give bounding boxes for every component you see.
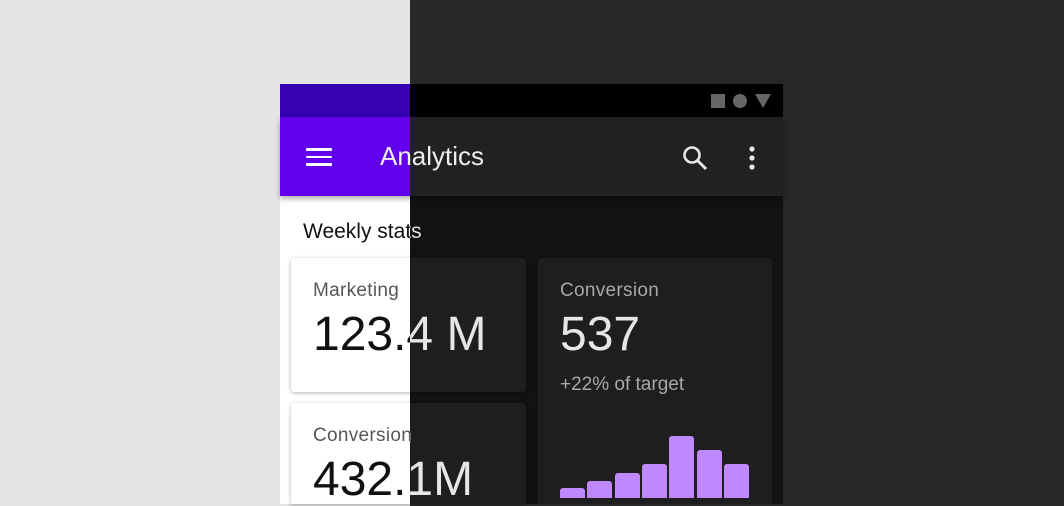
card-value: 537 [560,308,641,361]
status-bar [280,84,783,117]
bar-chart [560,428,750,498]
card-label: Conversion [313,425,504,447]
card-value: 432.1M [313,455,504,505]
content: Weekly stats Marketing 123.4 M Conversion… [280,196,783,505]
section-title: Weekly stats [303,220,422,243]
card-note: +22% of target [560,374,685,395]
square-icon [711,93,725,108]
card-marketing[interactable]: Marketing 123.4 M [291,258,526,392]
search-icon[interactable] [682,145,708,171]
card-value: 123.4 M [313,310,504,360]
chart-bar [669,436,695,498]
menu-icon[interactable] [306,148,332,166]
circle-icon [733,93,747,108]
app-title: Analytics [380,141,485,171]
card-conversion-chart[interactable]: Conversion 537 +22% of target [538,258,772,504]
card-conversion[interactable]: Conversion 432.1M [291,403,526,505]
card-label: Conversion [560,280,660,301]
app-bar: Analytics [280,117,783,196]
chart-bar [587,481,613,498]
card-label: Marketing [313,280,504,302]
chart-bar [614,473,640,498]
more-vert-icon[interactable] [748,145,756,171]
chart-bar [641,464,667,498]
chart-bar [560,488,585,498]
triangle-icon [755,93,771,108]
chart-bar [723,464,749,498]
phone: Analytics Weekly stats Marketing 123.4 M … [280,84,783,505]
chart-bar [696,450,722,498]
